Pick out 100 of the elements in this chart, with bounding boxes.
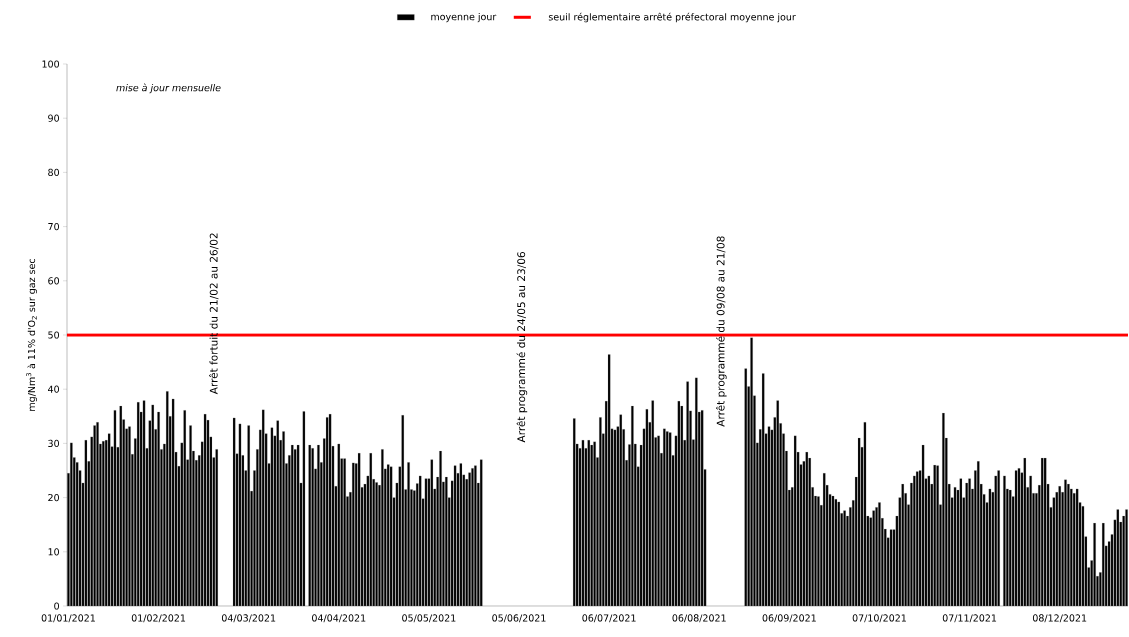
bar [857, 437, 861, 607]
bar [317, 444, 320, 607]
bar [761, 373, 765, 607]
y-tick-label: 60 [48, 277, 59, 285]
bar [1116, 509, 1120, 607]
bar [1064, 479, 1067, 607]
x-tick-label: 04/03/2021 [221, 614, 276, 623]
bar [424, 478, 428, 607]
bar [1058, 486, 1061, 607]
bar [151, 404, 154, 607]
bar [232, 417, 236, 607]
bar [1017, 468, 1021, 607]
x-tick-label: 05/05/2021 [402, 614, 456, 623]
bar [282, 431, 285, 607]
bar [386, 464, 390, 607]
y-tick-label: 10 [48, 548, 59, 556]
x-tick-label: 07/11/2021 [942, 614, 997, 623]
x-tick-label: 06/07/2021 [582, 614, 636, 623]
bar [389, 466, 393, 607]
x-tick-label: 04/04/2021 [312, 614, 366, 623]
annotation: Arrêt programmé du 09/08 au 21/08 [716, 236, 727, 427]
bar [837, 501, 840, 607]
y-tick-label: 40 [48, 385, 59, 393]
bar [337, 443, 341, 607]
bar [369, 453, 372, 607]
bar [776, 400, 779, 607]
y-tick-label: 20 [48, 494, 59, 502]
bar [136, 402, 140, 607]
bar [247, 425, 250, 607]
bar [459, 463, 463, 607]
bar [203, 414, 207, 607]
bar [302, 411, 306, 607]
bar [401, 415, 404, 607]
bar [453, 465, 457, 607]
bar [686, 381, 689, 607]
bar [901, 483, 904, 607]
bar [261, 409, 265, 607]
annotation: mise à jour mensuelle [116, 83, 221, 94]
bar [631, 405, 634, 607]
bar [1075, 488, 1079, 607]
bar [1043, 457, 1047, 607]
bar [107, 433, 111, 607]
y-tick-label: 0 [54, 602, 59, 610]
legend-label: seuil réglementaire arrêté préfectoral moyenne jour [548, 12, 796, 23]
bar [381, 449, 384, 607]
x-tick-label: 01/01/2021 [41, 614, 95, 623]
bar [1003, 475, 1006, 607]
bar [573, 418, 576, 607]
bar [357, 453, 361, 607]
annotation: Arrêt fortuit du 21/02 au 26/02 [209, 233, 219, 395]
bar [936, 465, 939, 607]
legend-label: moyenne jour [431, 12, 497, 23]
bar [607, 354, 611, 607]
y-tick-label: 80 [48, 168, 59, 176]
x-tick-label: 06/08/2021 [672, 614, 726, 623]
bar [581, 440, 585, 607]
bar [988, 488, 992, 607]
y-tick-label: 100 [42, 60, 59, 68]
bar [953, 487, 957, 607]
bar [1102, 522, 1105, 607]
bar [96, 422, 99, 607]
bar [916, 471, 919, 607]
bar [1067, 483, 1070, 607]
bar [959, 478, 963, 607]
y-axis-title: mg/Nm$^{3}$ à 11% d'O$_{2}$ sur gaz sec [26, 258, 37, 411]
bar [657, 435, 660, 607]
bar [270, 427, 274, 607]
bar [468, 472, 471, 607]
bar [587, 440, 591, 607]
bar [878, 502, 881, 607]
bar [668, 432, 672, 607]
y-tick-label: 50 [48, 331, 59, 339]
bar [793, 435, 797, 607]
bar [843, 510, 846, 607]
bar [311, 448, 314, 607]
bar [343, 458, 346, 607]
bar [805, 451, 809, 607]
bar [119, 405, 123, 607]
bar [997, 470, 1000, 607]
bar [933, 464, 936, 607]
bar [479, 459, 483, 607]
bar [1093, 522, 1096, 607]
bar [1029, 475, 1032, 607]
bar [418, 475, 422, 607]
bar [744, 368, 747, 607]
bar [93, 425, 96, 607]
bar [84, 440, 88, 607]
x-tick-label: 05/06/2021 [492, 614, 546, 623]
bar [613, 429, 617, 607]
bar [593, 441, 596, 607]
bar [328, 414, 332, 607]
bar [215, 449, 218, 607]
bar [189, 425, 192, 607]
bar [471, 468, 474, 607]
bar [942, 412, 945, 607]
annotation: Arrêt programmé du 24/05 au 23/06 [516, 252, 528, 443]
bar [834, 499, 838, 607]
x-tick-label: 06/09/2021 [762, 614, 816, 623]
x-tick-label: 07/10/2021 [852, 614, 906, 623]
y-tick-label: 90 [48, 114, 59, 122]
